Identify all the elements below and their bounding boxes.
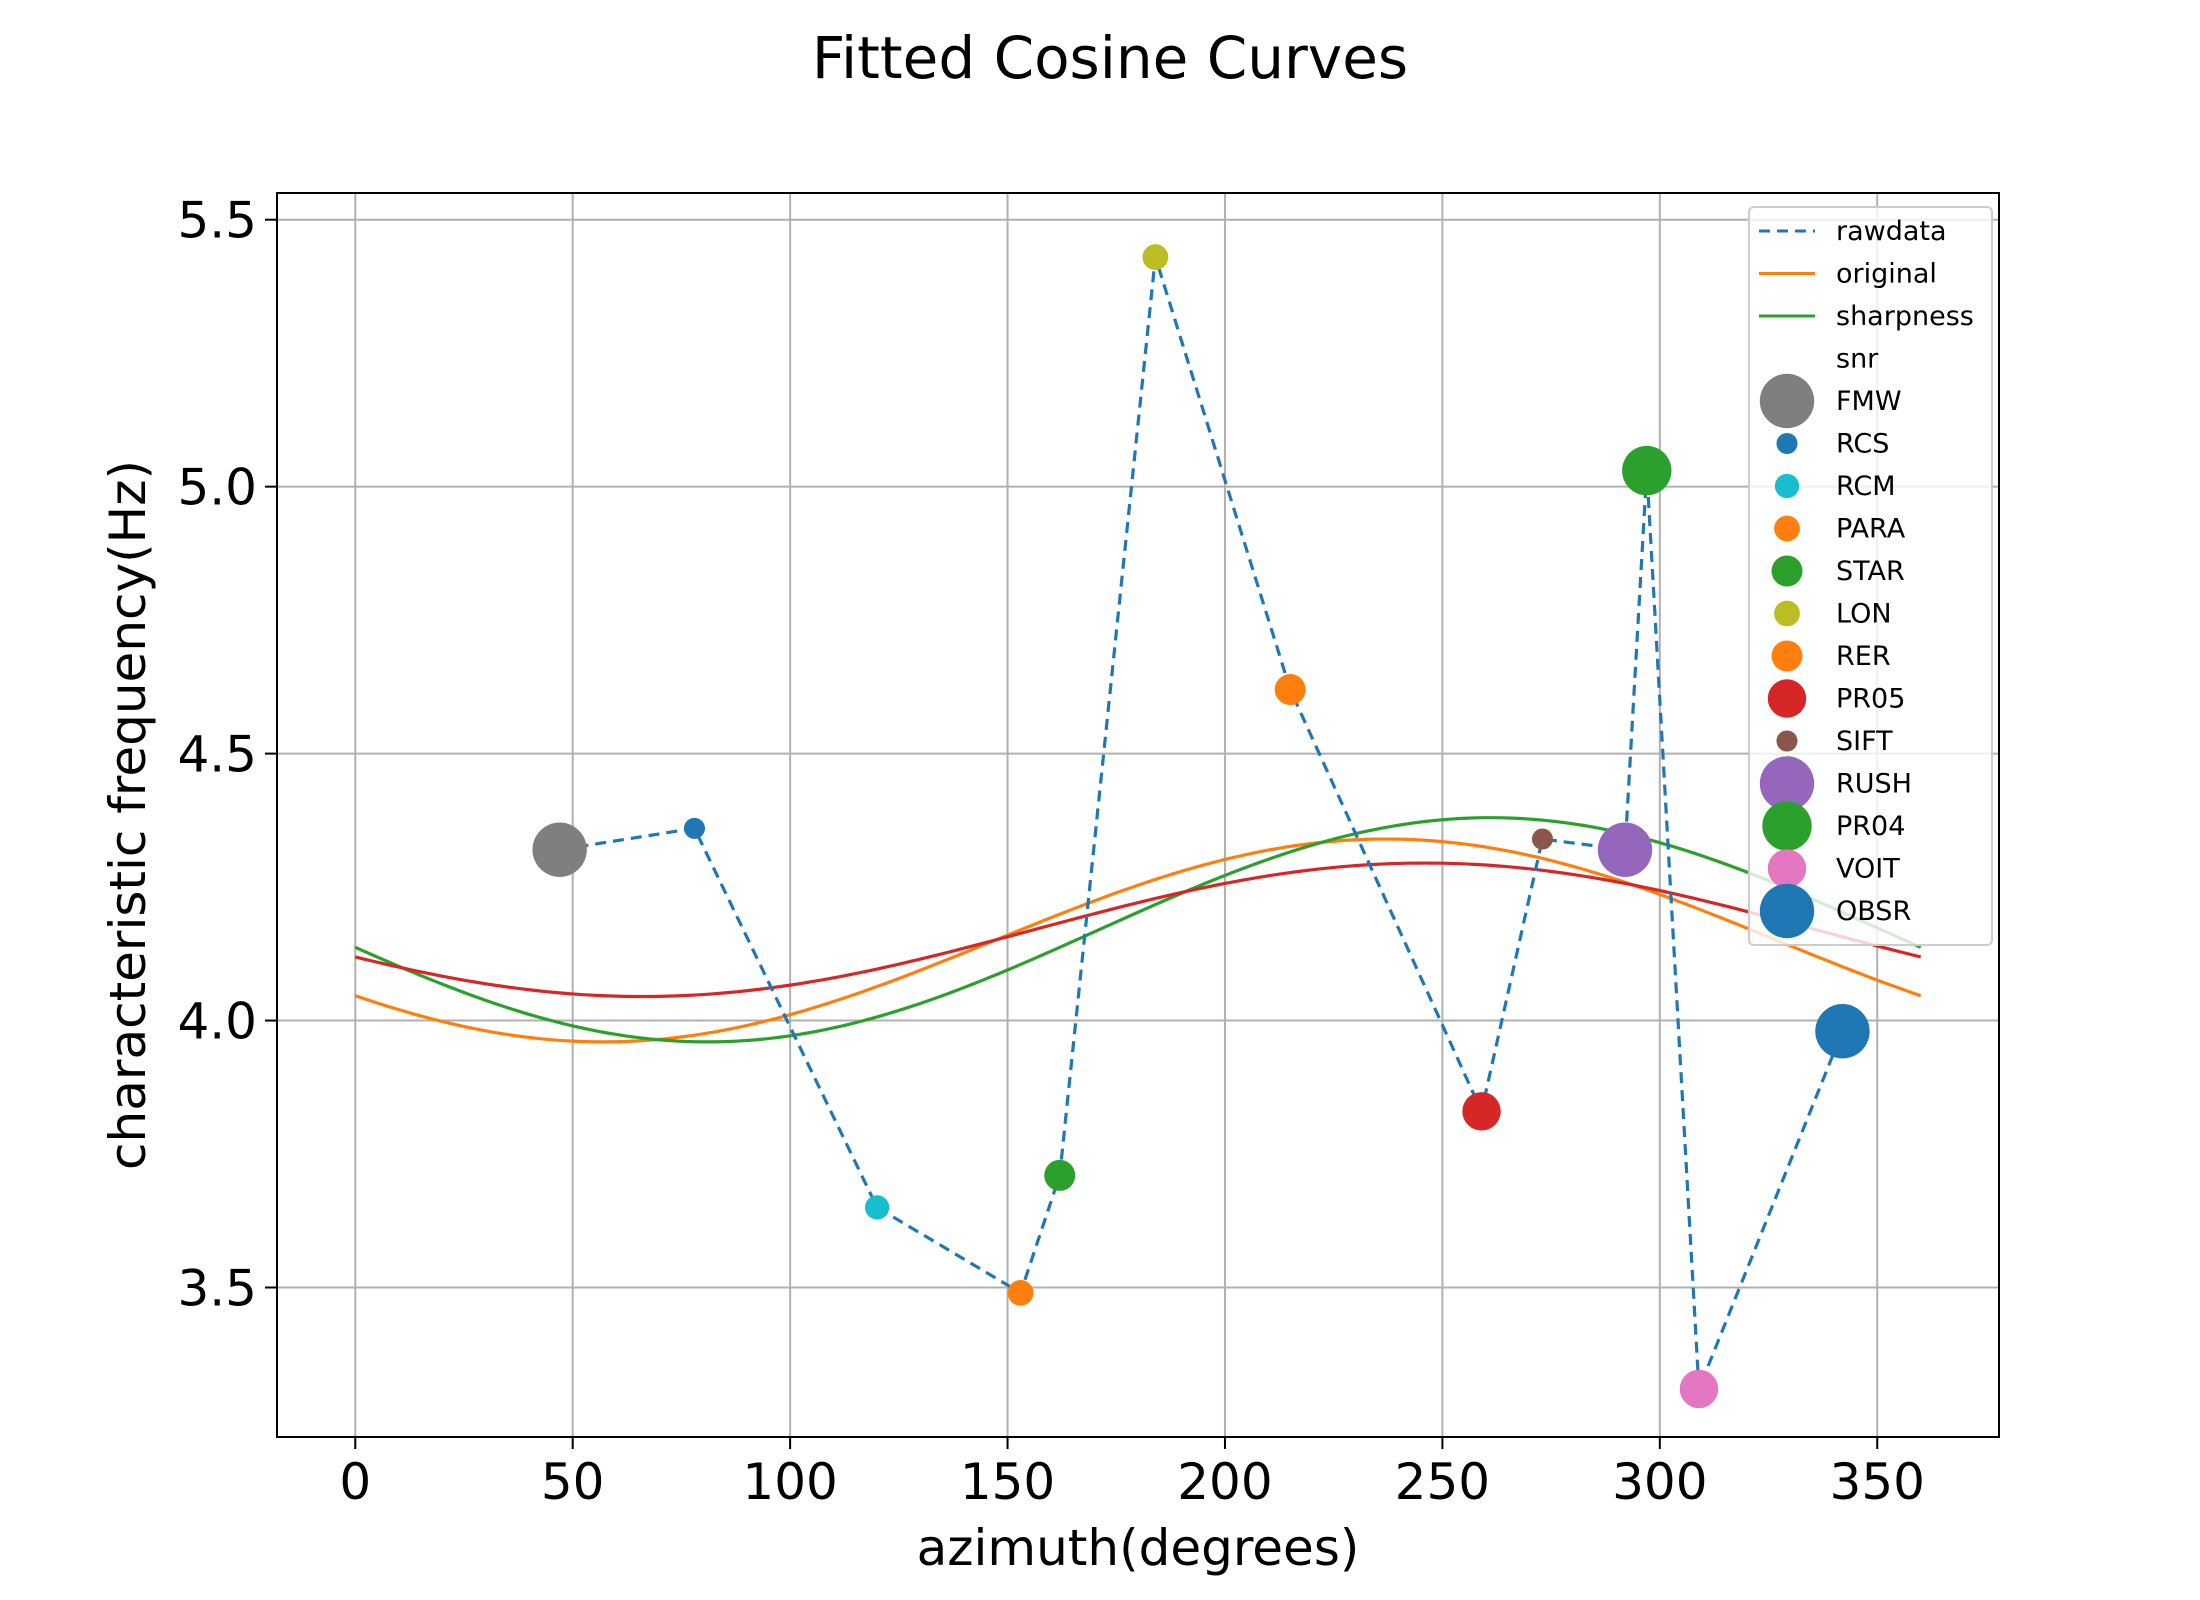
- marker-SIFT: [1531, 828, 1553, 850]
- y-tick-label: 5.0: [177, 459, 257, 517]
- y-tick-label: 4.0: [177, 993, 257, 1051]
- legend-label-OBSR: OBSR: [1836, 896, 1911, 927]
- legend-label-PARA: PARA: [1836, 514, 1906, 545]
- fitted-curve-sharpness: [354, 816, 1922, 1044]
- x-tick-label: 250: [1395, 1453, 1490, 1511]
- marker-RCS: [683, 817, 705, 839]
- legend-label-original: original: [1836, 259, 1937, 290]
- legend-marker-RER: [1771, 640, 1803, 672]
- x-tick-label: 0: [339, 1453, 371, 1511]
- grid: [277, 193, 1999, 1437]
- legend-marker-PARA: [1774, 515, 1800, 542]
- legend-label-rawdata: rawdata: [1836, 216, 1947, 247]
- marker-LON: [1142, 244, 1169, 270]
- marker-PR04: [1622, 445, 1672, 496]
- legend-label-STAR: STAR: [1836, 556, 1905, 587]
- legend: rawdata original sharpness snr FMW RCS RCM PARA…: [1748, 206, 1993, 946]
- marker-RCM: [864, 1195, 890, 1220]
- marker-PR05: [1462, 1092, 1501, 1131]
- marker-FMW: [532, 822, 587, 877]
- legend-marker-FMW: [1759, 373, 1815, 429]
- marker-RER: [1274, 674, 1306, 706]
- legend-label-snr: snr: [1836, 344, 1879, 375]
- y-tick-label: 5.5: [177, 192, 257, 250]
- y-tick-label: 3.5: [177, 1260, 257, 1318]
- legend-label-RUSH: RUSH: [1836, 769, 1912, 800]
- fitted-curve-unnamed: [354, 861, 1922, 999]
- marker-OBSR: [1815, 1004, 1870, 1059]
- legend-label-PR05: PR05: [1836, 684, 1905, 715]
- legend-label-RCM: RCM: [1836, 471, 1896, 502]
- legend-marker-SIFT: [1776, 730, 1798, 752]
- legend-marker-LON: [1774, 600, 1800, 627]
- legend-label-RER: RER: [1836, 641, 1891, 672]
- legend-label-LON: LON: [1836, 599, 1892, 630]
- x-axis-label: azimuth(degrees): [917, 1519, 1360, 1577]
- x-tick-label: 200: [1177, 1453, 1272, 1511]
- y-tick-label: 4.5: [177, 726, 257, 784]
- legend-marker-RCS: [1776, 432, 1798, 455]
- x-axis-ticks: 0 50 100 150 200 250 300 350: [339, 1437, 1925, 1511]
- marker-VOIT: [1679, 1369, 1719, 1409]
- legend-label-RCS: RCS: [1836, 429, 1889, 460]
- chart-title: Fitted Cosine Curves: [812, 24, 1408, 92]
- rawdata-line: [559, 256, 1844, 1390]
- legend-label-SIFT: SIFT: [1836, 726, 1893, 757]
- legend-marker-OBSR: [1759, 883, 1815, 939]
- y-axis-ticks: 3.5 4.0 4.5 5.0 5.5: [177, 192, 277, 1318]
- marker-RUSH: [1597, 822, 1653, 877]
- legend-marker-RUSH: [1759, 756, 1815, 811]
- legend-label-PR04: PR04: [1836, 811, 1905, 842]
- x-tick-label: 350: [1830, 1453, 1925, 1511]
- legend-label-FMW: FMW: [1836, 386, 1902, 417]
- legend-label-sharpness: sharpness: [1836, 301, 1974, 332]
- legend-marker-PR05: [1767, 679, 1807, 718]
- y-axis-label: characteristic frequency(Hz): [99, 460, 157, 1170]
- legend-marker-RCM: [1774, 473, 1800, 499]
- plot-frame: [276, 192, 2000, 1438]
- x-tick-label: 100: [742, 1453, 837, 1511]
- station-markers: [532, 244, 1870, 1409]
- fitted-curves: [354, 816, 1922, 1044]
- legend-marker-PR04: [1762, 801, 1812, 851]
- x-tick-label: 150: [960, 1453, 1055, 1511]
- legend-label-VOIT: VOIT: [1836, 854, 1900, 885]
- rawdata-polyline: [559, 256, 1844, 1390]
- marker-STAR: [1044, 1159, 1076, 1191]
- legend-marker-VOIT: [1767, 849, 1807, 888]
- x-tick-label: 50: [541, 1453, 605, 1511]
- x-tick-label: 300: [1612, 1453, 1707, 1511]
- fitted-curve-original: [354, 837, 1922, 1044]
- marker-PARA: [1007, 1279, 1034, 1306]
- legend-marker-STAR: [1771, 555, 1803, 587]
